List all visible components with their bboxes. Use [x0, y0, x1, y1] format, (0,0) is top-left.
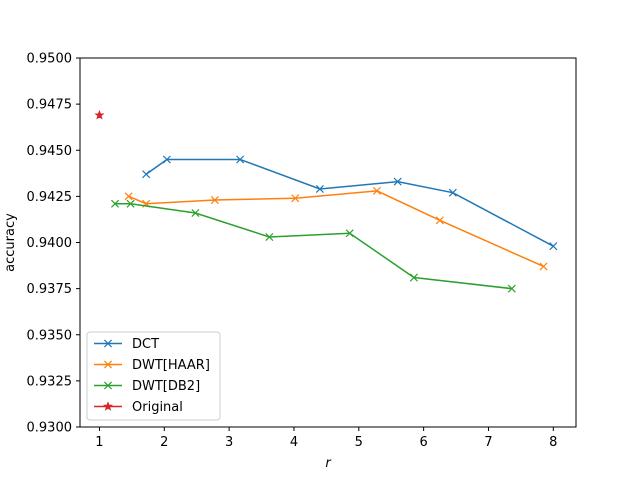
series-dwt-db2	[110, 199, 516, 293]
x-tick-label: 3	[225, 435, 233, 450]
legend-swatch-marker	[103, 360, 113, 369]
data-point-dwt-haar	[210, 196, 219, 205]
x-tick-label: 2	[160, 435, 168, 450]
y-tick-label: 0.9425	[27, 190, 73, 205]
data-point-dct	[162, 155, 171, 164]
legend: DCT DWT[HAAR] DWT[DB2] Original	[86, 331, 221, 421]
y-tick-label: 0.9325	[27, 374, 73, 389]
series-dct	[142, 155, 558, 251]
data-point-dwt-haar	[372, 186, 381, 195]
legend-entry-dwt-db2: DWT[DB2]	[94, 379, 200, 394]
x-tick-label: 1	[95, 435, 103, 450]
data-point-dwt-db2	[265, 232, 274, 241]
legend-label: DWT[HAAR]	[132, 358, 210, 373]
data-point-dwt-db2	[507, 284, 516, 293]
y-axis-ticks: 0.9300 0.9325 0.9350 0.9375 0.9400 0.9425 0.94…	[27, 52, 80, 436]
legend-label: Original	[132, 400, 183, 415]
data-point-dwt-db2	[126, 199, 135, 208]
y-axis-label: accuracy	[3, 213, 18, 272]
data-point-dct	[315, 184, 324, 194]
series-layer	[94, 109, 558, 293]
y-tick-label: 0.9450	[27, 144, 73, 159]
data-point-dct	[142, 170, 151, 179]
data-point-dwt-haar	[291, 194, 300, 203]
y-tick-label: 0.9500	[27, 52, 73, 67]
x-tick-label: 5	[355, 435, 363, 450]
data-point-dct	[549, 242, 558, 251]
legend-swatch-marker	[103, 381, 113, 390]
series-original	[94, 109, 105, 120]
data-point-dwt-db2	[110, 199, 120, 208]
x-tick-label: 4	[290, 435, 298, 450]
y-tick-label: 0.9475	[27, 98, 73, 113]
data-point-dwt-db2	[191, 208, 200, 218]
data-point-dwt-db2	[345, 229, 354, 238]
y-tick-label: 0.9300	[27, 421, 73, 436]
x-tick-label: 6	[419, 435, 427, 450]
data-point-dct	[448, 188, 457, 197]
legend-swatch-marker	[102, 401, 114, 411]
legend-entry-dwt-haar: DWT[HAAR]	[94, 358, 210, 373]
legend-label: DWT[DB2]	[132, 379, 200, 394]
x-tick-label: 8	[549, 435, 557, 450]
legend-label: DCT	[132, 337, 159, 352]
y-tick-label: 0.9375	[27, 282, 73, 297]
data-point-dwt-haar	[539, 262, 548, 271]
x-axis-ticks: 1 2 3 4 5 6 7 8	[95, 427, 557, 450]
y-tick-label: 0.9400	[27, 236, 73, 251]
data-point-dwt-db2	[409, 273, 418, 282]
legend-swatch-marker	[103, 339, 113, 348]
legend-entry-original: Original	[94, 400, 183, 415]
y-tick-label: 0.9350	[27, 328, 73, 343]
data-point-dct	[393, 177, 402, 186]
legend-entry-dct: DCT	[94, 337, 159, 352]
x-tick-label: 7	[484, 435, 492, 450]
data-point-original	[94, 109, 105, 120]
x-axis-label: r	[325, 456, 332, 471]
data-point-dwt-haar	[435, 216, 444, 225]
legend-box	[86, 331, 221, 421]
data-point-dwt-haar	[124, 192, 133, 201]
data-point-dct	[236, 155, 245, 164]
